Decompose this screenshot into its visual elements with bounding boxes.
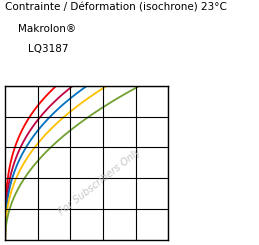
Text: Makrolon®: Makrolon® bbox=[18, 24, 76, 35]
Text: Contrainte / Déformation (isochrone) 23°C: Contrainte / Déformation (isochrone) 23°… bbox=[5, 2, 227, 12]
Text: LQ3187: LQ3187 bbox=[28, 44, 69, 54]
Text: For Subscribers Only: For Subscribers Only bbox=[57, 146, 143, 217]
